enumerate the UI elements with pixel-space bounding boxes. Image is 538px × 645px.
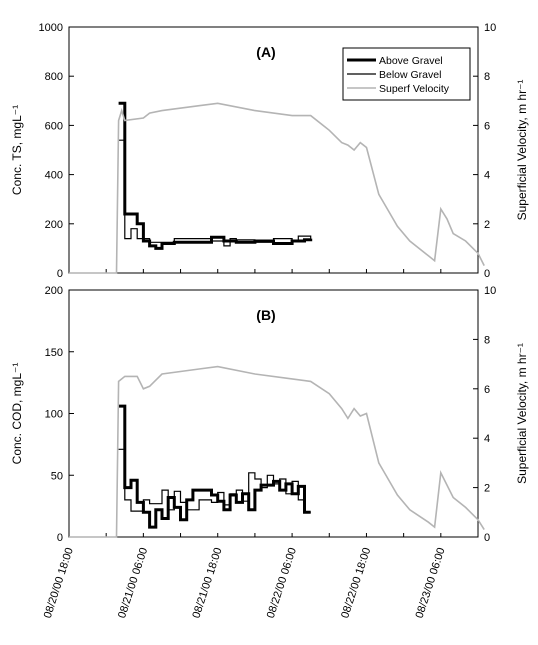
series-line-above-gravel	[118, 404, 311, 529]
x-tick-label: 08/22/00 18:00	[339, 546, 373, 620]
panel-a: 0 200 400 600 800 1000 0 2 4 6 8 10 Conc. TS, mgL⁻¹ S…	[10, 22, 529, 280]
series-line-below-gravel	[118, 448, 311, 513]
y-left-tick-label: 0	[57, 268, 63, 280]
y-right-tick-label: 2	[484, 483, 490, 495]
legend: Above Gravel Below Gravel Superf Velocity	[342, 47, 471, 101]
legend-label: Below Gravel	[379, 69, 441, 81]
series-line-superf-velocity	[69, 365, 485, 538]
y-right-tick-label: 0	[484, 532, 490, 544]
legend-label: Superf Velocity	[379, 83, 450, 95]
x-tick-label: 08/21/00 06:00	[116, 546, 150, 620]
y-left-tick-label: 400	[45, 170, 63, 182]
y-left-tick-label: 1000	[39, 22, 63, 34]
y-left-tick-label: 150	[45, 347, 63, 359]
x-tick-label: 08/21/00 18:00	[190, 546, 224, 620]
plot-frame	[68, 26, 479, 274]
y-right-tick-label: 6	[484, 384, 490, 396]
x-tick-label: 08/22/00 06:00	[265, 546, 299, 620]
y-left-axis-label: Conc. COD, mgL⁻¹	[10, 363, 24, 465]
y-left-axis-label: Conc. TS, mgL⁻¹	[10, 105, 24, 195]
series-line-above-gravel	[118, 101, 313, 250]
y-right-tick-label: 0	[484, 268, 490, 280]
y-left-tick-label: 200	[45, 285, 63, 297]
y-left-tick-label: 100	[45, 409, 63, 421]
y-right-tick-label: 6	[484, 120, 490, 132]
y-left-tick-label: 200	[45, 219, 63, 231]
y-right-tick-label: 8	[484, 334, 490, 346]
y-right-tick-label: 4	[484, 170, 490, 182]
y-right-axis-label: Superficial Velocity, m hr⁻¹	[515, 80, 529, 221]
panel-b: 0 50 100 150 200 0 2 4 6 8 10 Conc. COD, mgL⁻¹ Super…	[10, 285, 529, 620]
y-right-tick-label: 8	[484, 71, 490, 83]
y-left-tick-label: 600	[45, 120, 63, 132]
y-left-tick-label: 800	[45, 71, 63, 83]
y-left-tick-label: 0	[57, 532, 63, 544]
x-tick-label: 08/20/00 18:00	[42, 546, 76, 620]
x-tick-label: 08/23/00 06:00	[414, 546, 448, 620]
panel-label: (A)	[256, 44, 275, 60]
y-right-tick-label: 10	[484, 285, 496, 297]
y-right-tick-label: 2	[484, 219, 490, 231]
y-right-tick-label: 4	[484, 433, 490, 445]
series-line-superf-velocity	[69, 102, 485, 274]
panel-label: (B)	[256, 307, 275, 323]
series-line-below-gravel	[118, 139, 312, 247]
y-right-tick-label: 10	[484, 22, 496, 34]
y-right-axis-label: Superficial Velocity, m hr⁻¹	[515, 343, 529, 484]
legend-label: Above Gravel	[379, 55, 443, 67]
y-left-tick-label: 50	[51, 470, 63, 482]
